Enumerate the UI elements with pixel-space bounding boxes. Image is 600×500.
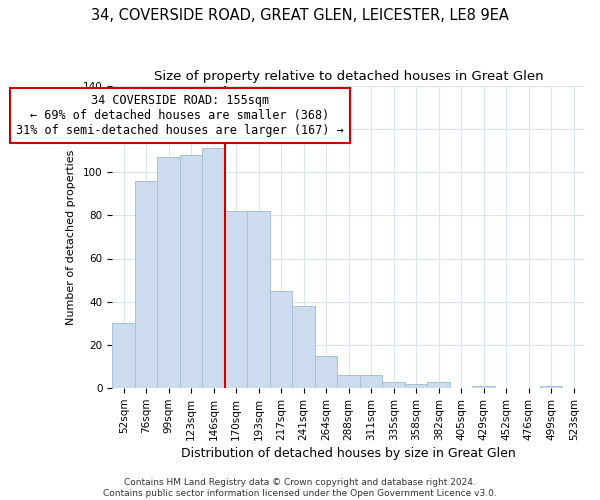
Bar <box>292 306 315 388</box>
Bar <box>360 375 382 388</box>
Bar <box>135 180 157 388</box>
Bar <box>472 386 495 388</box>
X-axis label: Distribution of detached houses by size in Great Glen: Distribution of detached houses by size … <box>181 447 516 460</box>
Bar <box>112 324 135 388</box>
Bar <box>270 291 292 388</box>
Bar <box>382 382 405 388</box>
Bar <box>427 382 450 388</box>
Text: 34, COVERSIDE ROAD, GREAT GLEN, LEICESTER, LE8 9EA: 34, COVERSIDE ROAD, GREAT GLEN, LEICESTE… <box>91 8 509 22</box>
Bar <box>337 375 360 388</box>
Bar <box>247 211 270 388</box>
Text: Contains HM Land Registry data © Crown copyright and database right 2024.
Contai: Contains HM Land Registry data © Crown c… <box>103 478 497 498</box>
Bar <box>225 211 247 388</box>
Bar <box>202 148 225 388</box>
Bar <box>157 157 180 388</box>
Bar <box>315 356 337 388</box>
Text: 34 COVERSIDE ROAD: 155sqm
← 69% of detached houses are smaller (368)
31% of semi: 34 COVERSIDE ROAD: 155sqm ← 69% of detac… <box>16 94 344 137</box>
Bar <box>540 386 562 388</box>
Y-axis label: Number of detached properties: Number of detached properties <box>66 149 76 324</box>
Bar <box>405 384 427 388</box>
Title: Size of property relative to detached houses in Great Glen: Size of property relative to detached ho… <box>154 70 544 83</box>
Bar <box>180 154 202 388</box>
